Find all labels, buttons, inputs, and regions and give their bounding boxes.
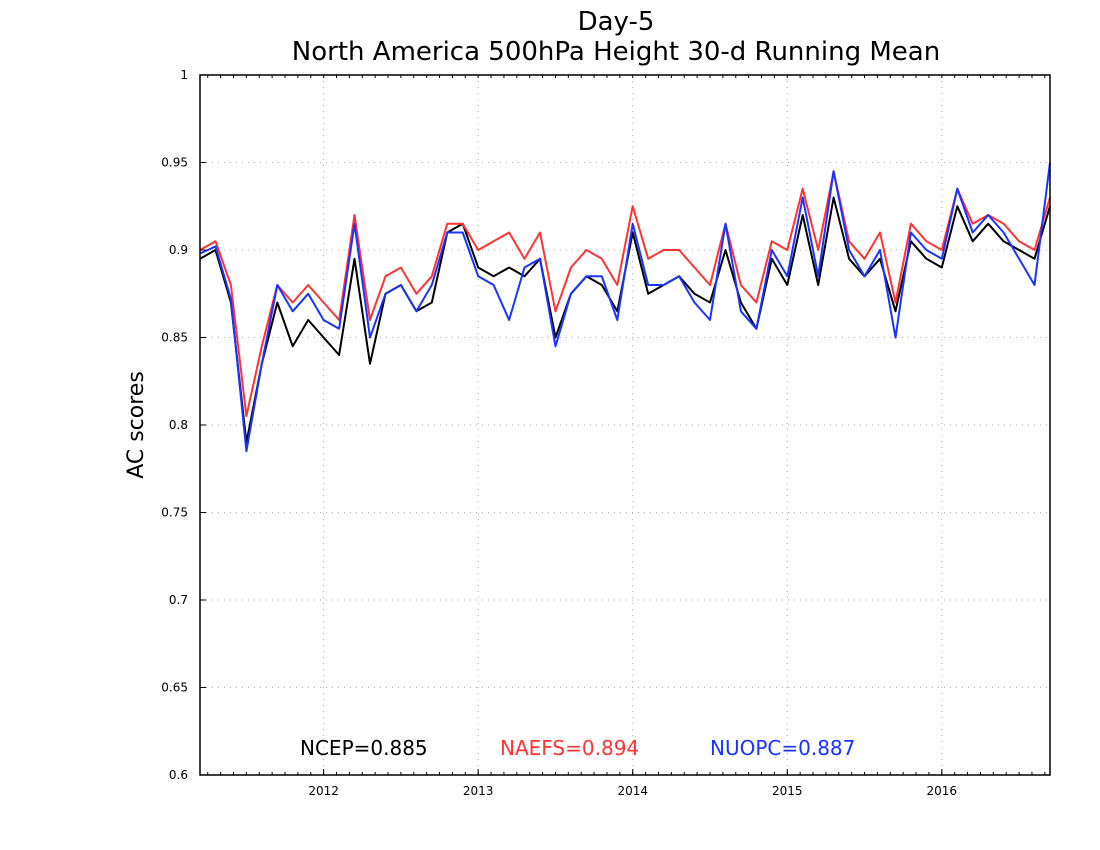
legend-nuopc: NUOPC=0.887 (710, 736, 855, 760)
y-ticks: 0.6 0.65 0.7 0.75 0.8 0.85 0.9 0.95 1 (161, 68, 206, 782)
chart-title: Day-5 (578, 7, 655, 37)
legend-naefs: NAEFS=0.894 (500, 736, 639, 760)
grid (200, 75, 1050, 775)
plot-frame (199, 74, 1051, 776)
chart-subtitle: North America 500hPa Height 30-d Running… (292, 37, 940, 67)
series-line-ncep (199, 196, 1051, 444)
y-tick-label: 0.7 (169, 593, 188, 607)
y-axis-label: AC scores (124, 371, 149, 479)
x-tick-label: 2015 (772, 784, 803, 798)
legend-ncep: NCEP=0.885 (300, 736, 428, 760)
y-tick-label: 0.75 (161, 506, 188, 520)
legend: NCEP=0.885 NAEFS=0.894 NUOPC=0.887 (300, 736, 855, 760)
y-tick-label: 0.8 (169, 418, 188, 432)
y-tick-label: 0.6 (169, 768, 188, 782)
x-tick-label: 2012 (308, 784, 339, 798)
x-tick-label: 2014 (617, 784, 648, 798)
x-tick-label: 2016 (927, 784, 958, 798)
y-tick-label: 0.9 (169, 243, 188, 257)
y-tick-label: 0.65 (161, 681, 188, 695)
series-line-naefs (199, 170, 1051, 418)
y-tick-label: 0.95 (161, 156, 188, 170)
series-group (199, 162, 1051, 453)
series-line-nuopc (199, 162, 1051, 453)
x-tick-label: 2013 (463, 784, 494, 798)
y-tick-label: 0.85 (161, 331, 188, 345)
x-ticks: 2012 2013 2014 2015 2016 (207, 75, 1046, 798)
y-tick-label: 1 (180, 68, 188, 82)
